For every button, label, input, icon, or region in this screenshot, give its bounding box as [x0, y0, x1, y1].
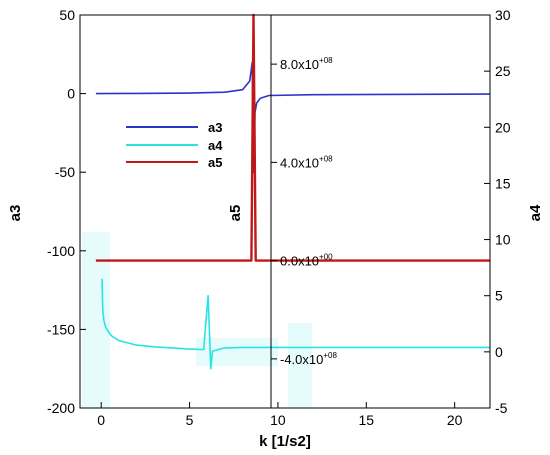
legend: a3 a4 a5 [126, 120, 223, 170]
plot-area [80, 15, 490, 408]
a4-tick-label: 10 [495, 232, 511, 248]
x-axis-title: k [1/s2] [259, 433, 311, 450]
series-line-a3 [95, 61, 491, 173]
legend-label-a4: a4 [208, 138, 223, 153]
a5-axis-title: a5 [227, 205, 244, 222]
x-tick-label: 0 [97, 412, 105, 428]
a4-tick-label: 25 [495, 63, 511, 79]
a4-glow-band-mid [196, 338, 278, 366]
legend-label-a3: a3 [208, 120, 222, 135]
a4-tick-label: 15 [495, 175, 511, 191]
a5-tick-exponent: +08 [323, 351, 337, 360]
a3-tick-label: -150 [47, 321, 75, 337]
a4-glow-band-left [82, 232, 110, 408]
x-tick-label: 5 [186, 412, 194, 428]
a5-tick-label: -4.0x10+08 [280, 351, 337, 367]
a4-tick-label: -5 [495, 400, 508, 416]
tick-layer: 0 5 10 15 20500-50-100-150-200302520151050-5… [47, 7, 511, 428]
a4-tick-label: 0 [495, 344, 503, 360]
x-tick-label: 10 [270, 412, 286, 428]
a4-axis-title: a4 [527, 204, 544, 221]
plot-frame [80, 15, 490, 408]
a3-tick-label: 0 [67, 86, 75, 102]
a3-tick-label: -200 [47, 400, 75, 416]
a3-tick-label: -100 [47, 243, 75, 259]
series-line-a4 [101, 278, 490, 370]
a3-axis-title: a3 [7, 205, 24, 222]
a4-glow-band-right [288, 323, 312, 408]
a3-tick-label: 50 [59, 7, 75, 23]
x-tick-label: 15 [359, 412, 375, 428]
a4-tick-label: 30 [495, 7, 511, 23]
a4-tick-label: 20 [495, 119, 511, 135]
a4-tick-label: 5 [495, 288, 503, 304]
legend-label-a5: a5 [208, 155, 222, 170]
a5-tick-exponent: +08 [319, 154, 333, 163]
a3-tick-label: -50 [55, 164, 75, 180]
plot-border [79, 14, 491, 409]
a5-tick-exponent: +00 [319, 253, 333, 262]
x-tick-label: 20 [447, 412, 463, 428]
a5-tick-exponent: +08 [319, 56, 333, 65]
